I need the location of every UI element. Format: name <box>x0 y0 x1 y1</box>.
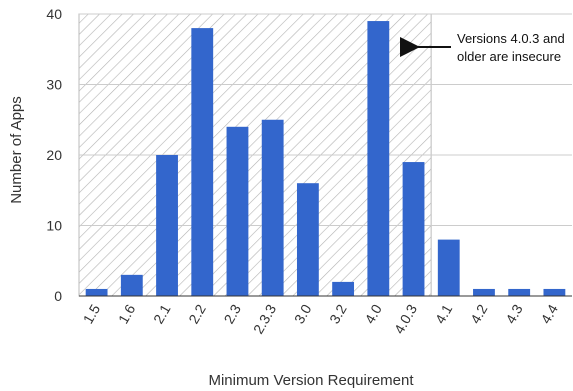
bar-4.1 <box>437 239 460 296</box>
x-tick-label: 3.0 <box>291 301 315 326</box>
y-tick-label: 20 <box>46 147 62 163</box>
y-tick-label: 30 <box>46 77 62 93</box>
bar-2.2 <box>191 28 214 296</box>
bar-3.2 <box>332 281 355 296</box>
y-tick-label: 10 <box>46 218 62 234</box>
bar-4.4 <box>543 288 566 296</box>
x-tick-label: 4.3 <box>502 301 526 326</box>
bar-2.3.3 <box>261 119 284 296</box>
x-tick-label: 2.3 <box>220 301 244 326</box>
y-tick-labels: 0 10 20 30 40 <box>46 6 62 304</box>
bar-4.3 <box>508 288 531 296</box>
bar-2.3 <box>226 126 249 296</box>
y-tick-label: 0 <box>54 288 62 304</box>
x-tick-label: 4.2 <box>467 301 491 326</box>
x-tick-label: 1.5 <box>80 301 104 326</box>
annotation-line-1: Versions 4.0.3 and <box>457 31 565 46</box>
x-tick-label: 2.3.3 <box>250 301 280 336</box>
y-tick-label: 40 <box>46 6 62 22</box>
bar-1.5 <box>85 288 108 296</box>
x-tick-label: 2.2 <box>185 301 209 326</box>
y-axis-title: Number of Apps <box>8 96 25 204</box>
bar-4.0.3 <box>402 162 425 296</box>
x-tick-label: 4.1 <box>432 301 456 326</box>
x-tick-label: 3.2 <box>326 301 350 326</box>
annotation: Versions 4.0.3 and older are insecure <box>400 31 565 64</box>
annotation-line-2: older are insecure <box>457 49 561 64</box>
bar-1.6 <box>120 274 143 296</box>
x-tick-label: 1.6 <box>115 301 139 326</box>
x-tick-label: 4.4 <box>537 301 561 326</box>
x-tick-label: 2.1 <box>150 301 174 326</box>
bars <box>85 21 566 297</box>
x-tick-labels: 1.5 1.6 2.1 2.2 2.3 2.3.3 3.0 3.2 4.0 4.0.3 4.1 4.2… <box>80 301 561 336</box>
x-axis-title: Minimum Version Requirement <box>208 372 414 389</box>
bar-2.1 <box>156 155 178 296</box>
bar-4.2 <box>473 288 495 296</box>
bar-4.0 <box>367 21 390 297</box>
bar-3.0 <box>296 183 319 296</box>
x-tick-label: 4.0 <box>361 301 385 326</box>
x-tick-label: 4.0.3 <box>391 301 421 336</box>
